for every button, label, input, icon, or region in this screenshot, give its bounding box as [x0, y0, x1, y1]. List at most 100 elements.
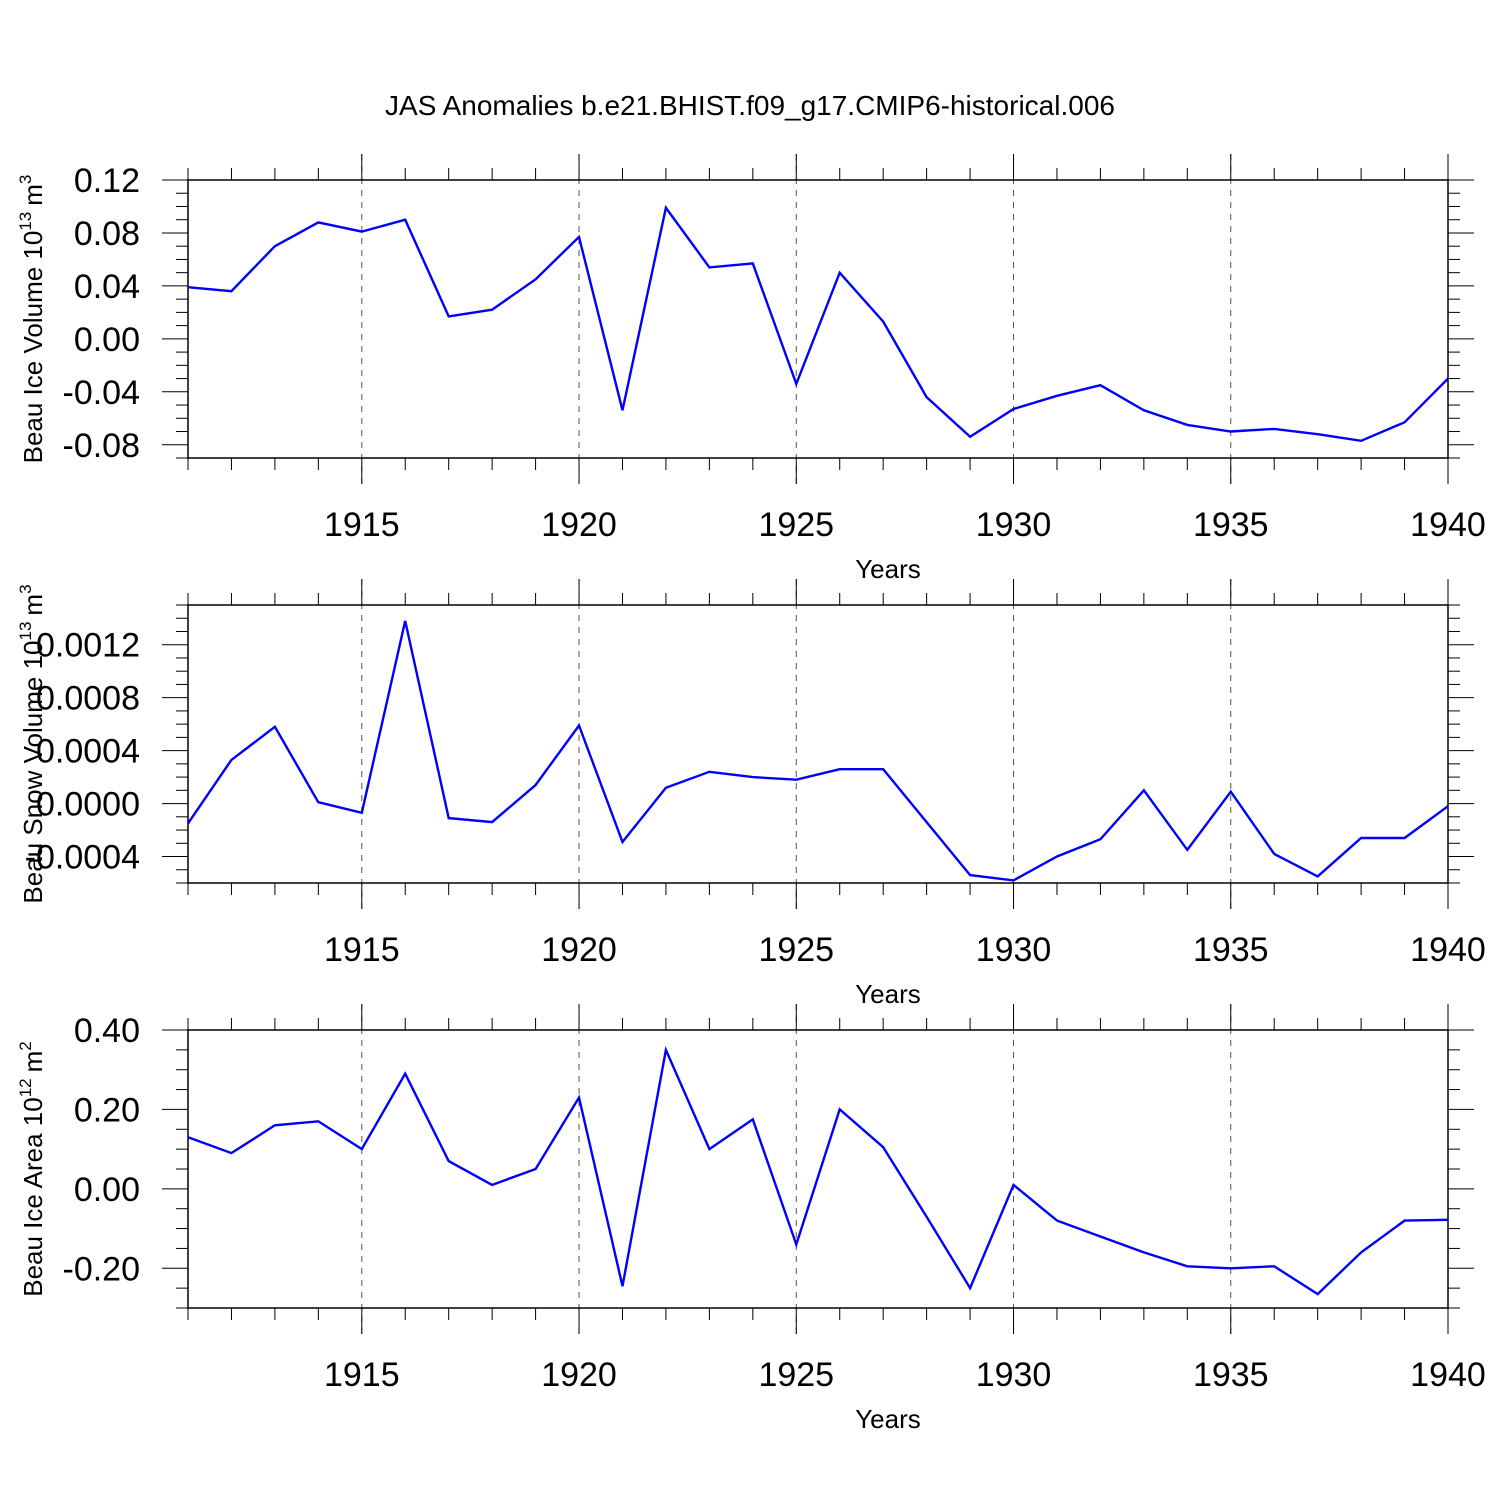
chart-title: JAS Anomalies b.e21.BHIST.f09_g17.CMIP6-… — [385, 90, 1115, 121]
data-point — [316, 1119, 320, 1123]
data-point — [838, 1107, 842, 1111]
data-point — [273, 244, 277, 248]
y-axis-title-unit-exponent: 3 — [16, 175, 35, 184]
data-point — [577, 723, 581, 727]
plot-frame — [187, 604, 1449, 884]
data-point — [229, 1151, 233, 1155]
data-point — [447, 816, 451, 820]
y-axis-title-base: Beau Ice Area 10 — [18, 1097, 48, 1296]
data-point — [577, 235, 581, 239]
y-axis-title-unit: m — [18, 594, 48, 616]
data-point — [403, 218, 407, 222]
data-point — [447, 314, 451, 318]
y-tick-label: 0.12 — [74, 162, 140, 200]
data-point — [664, 1048, 668, 1052]
y-tick-label: 0.0000 — [36, 786, 140, 824]
y-tick-label: 0.40 — [74, 1012, 140, 1050]
data-point — [1012, 878, 1016, 882]
y-tick-label: 0.20 — [74, 1091, 140, 1129]
data-point — [186, 1135, 190, 1139]
x-tick-label: 1940 — [1410, 506, 1486, 544]
data-point — [490, 1183, 494, 1187]
y-tick-label: -0.08 — [63, 427, 141, 465]
data-point — [794, 778, 798, 782]
y-tick-label: -0.20 — [63, 1250, 141, 1288]
plot-frame — [187, 179, 1449, 459]
y-tick-label: 0.0012 — [36, 627, 140, 665]
data-point — [534, 783, 538, 787]
data-point — [1055, 394, 1059, 398]
series-line-ice-area — [187, 1045, 1449, 1296]
data-point — [881, 320, 885, 324]
data-point — [1229, 790, 1233, 794]
data-point — [447, 1159, 451, 1163]
y-tick-label: 0.0004 — [36, 733, 140, 771]
x-tick-label: 1925 — [758, 931, 834, 969]
data-point — [968, 873, 972, 877]
data-point — [316, 220, 320, 224]
data-point — [925, 1215, 929, 1219]
x-tick-label: 1930 — [976, 506, 1052, 544]
x-tick-label: 1925 — [758, 506, 834, 544]
x-axis-title: Years — [855, 979, 921, 1009]
x-tick-label: 1920 — [541, 506, 617, 544]
data-point — [664, 206, 668, 210]
data-point — [664, 786, 668, 790]
y-axis-title-base: Beau Snow Volume 10 — [18, 640, 48, 903]
data-point — [534, 277, 538, 281]
data-point — [1316, 874, 1320, 878]
data-point — [1098, 383, 1102, 387]
y-tick-label: 0.08 — [74, 215, 140, 253]
y-axis-title-unit: m — [18, 184, 48, 206]
data-point — [881, 1145, 885, 1149]
data-point — [1098, 1235, 1102, 1239]
data-point — [1185, 1264, 1189, 1268]
data-point — [1446, 1218, 1450, 1222]
data-point — [925, 820, 929, 824]
data-point — [620, 840, 624, 844]
data-point — [360, 1147, 364, 1151]
x-tick-label: 1940 — [1410, 931, 1486, 969]
data-point — [403, 619, 407, 623]
data-point — [403, 1072, 407, 1076]
y-axis-title: Beau Snow Volume 1013 m3 — [16, 584, 48, 903]
data-point — [186, 285, 190, 289]
x-tick-label: 1935 — [1193, 506, 1269, 544]
y-tick-label: -0.0004 — [25, 839, 140, 877]
data-point — [534, 1167, 538, 1171]
data-point — [1359, 1250, 1363, 1254]
y-axis-title-exponent: 12 — [16, 1078, 35, 1097]
data-point — [620, 408, 624, 412]
data-point — [1446, 377, 1450, 381]
y-axis-title-exponent: 13 — [16, 622, 35, 641]
data-point — [1098, 837, 1102, 841]
data-point — [751, 775, 755, 779]
data-point — [273, 725, 277, 729]
x-axis-title: Years — [855, 554, 921, 584]
x-tick-label: 1915 — [324, 1356, 400, 1394]
data-point — [1359, 836, 1363, 840]
data-point — [838, 767, 842, 771]
data-point — [229, 758, 233, 762]
x-tick-label: 1915 — [324, 931, 400, 969]
y-tick-label: 0.00 — [74, 321, 140, 359]
data-point — [968, 1286, 972, 1290]
data-point — [1403, 836, 1407, 840]
data-point — [1229, 1266, 1233, 1270]
y-tick-label: 0.0008 — [36, 680, 140, 718]
data-point — [881, 767, 885, 771]
data-point — [1403, 1219, 1407, 1223]
data-point — [1446, 804, 1450, 808]
y-axis-title-exponent: 13 — [16, 212, 35, 231]
data-point — [838, 271, 842, 275]
x-tick-label: 1925 — [758, 1356, 834, 1394]
data-point — [1229, 430, 1233, 434]
data-point — [1012, 1183, 1016, 1187]
y-axis-title-unit: m — [18, 1051, 48, 1073]
y-axis-title-base: Beau Ice Volume 10 — [18, 231, 48, 464]
data-point — [707, 770, 711, 774]
x-tick-label: 1915 — [324, 506, 400, 544]
data-point — [1012, 407, 1016, 411]
data-point — [1316, 1292, 1320, 1296]
